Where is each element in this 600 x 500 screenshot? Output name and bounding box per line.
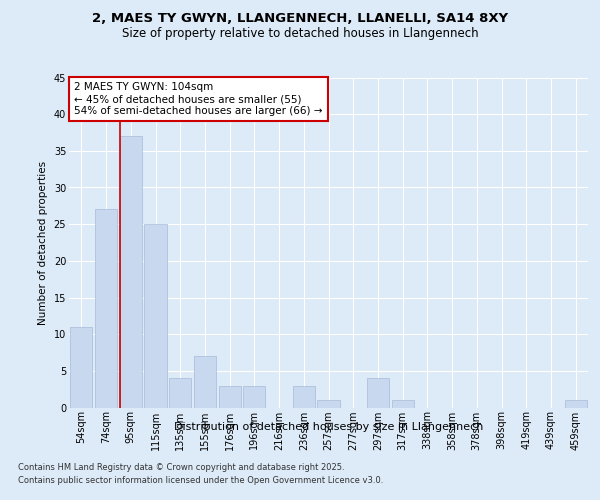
Text: Distribution of detached houses by size in Llangennech: Distribution of detached houses by size … <box>174 422 484 432</box>
Bar <box>218 386 241 407</box>
Bar <box>243 386 265 407</box>
Bar <box>317 400 340 407</box>
Bar <box>70 327 92 407</box>
Bar <box>169 378 191 408</box>
Bar <box>95 210 117 408</box>
Bar <box>194 356 216 408</box>
Text: Size of property relative to detached houses in Llangennech: Size of property relative to detached ho… <box>122 28 478 40</box>
Bar <box>293 386 315 407</box>
Bar <box>145 224 167 408</box>
Text: 2, MAES TY GWYN, LLANGENNECH, LLANELLI, SA14 8XY: 2, MAES TY GWYN, LLANGENNECH, LLANELLI, … <box>92 12 508 26</box>
Bar <box>565 400 587 407</box>
Text: Contains public sector information licensed under the Open Government Licence v3: Contains public sector information licen… <box>18 476 383 485</box>
Text: Contains HM Land Registry data © Crown copyright and database right 2025.: Contains HM Land Registry data © Crown c… <box>18 462 344 471</box>
Bar <box>367 378 389 408</box>
Text: 2 MAES TY GWYN: 104sqm
← 45% of detached houses are smaller (55)
54% of semi-det: 2 MAES TY GWYN: 104sqm ← 45% of detached… <box>74 82 323 116</box>
Bar <box>119 136 142 407</box>
Bar <box>392 400 414 407</box>
Y-axis label: Number of detached properties: Number of detached properties <box>38 160 48 324</box>
